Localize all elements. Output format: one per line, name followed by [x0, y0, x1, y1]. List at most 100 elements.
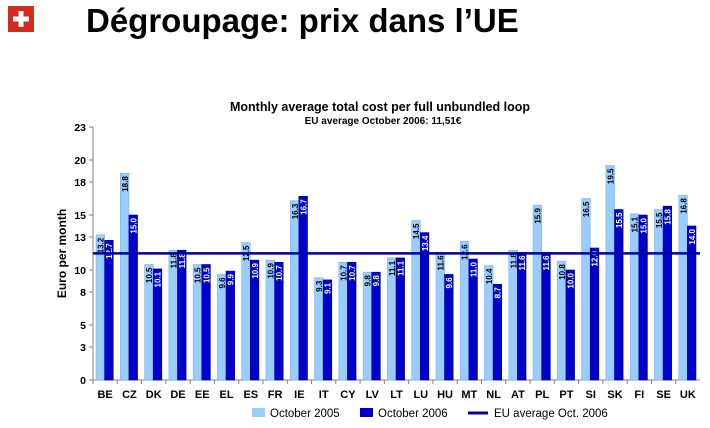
- x-tick-label: CY: [340, 389, 356, 401]
- bar-oct2006: [638, 214, 648, 381]
- data-label: 12.0: [591, 250, 600, 266]
- bar-oct2006: [517, 252, 527, 381]
- bar-oct2005: [605, 165, 615, 381]
- x-tick-label: LV: [366, 389, 380, 401]
- data-label: 10.8: [558, 264, 567, 280]
- x-tick-label: LU: [413, 389, 428, 401]
- data-label: 10.7: [348, 265, 357, 281]
- data-label: 16.5: [582, 201, 591, 217]
- y-tick-label: 10: [74, 265, 86, 277]
- x-tick-label: FI: [634, 389, 644, 401]
- data-label: 9.3: [315, 280, 324, 292]
- data-label: 12.7: [105, 243, 114, 259]
- bar-oct2006: [225, 270, 235, 381]
- swiss-flag-logo: [8, 6, 34, 32]
- data-label: 10.1: [154, 271, 163, 287]
- data-label: 10.9: [267, 263, 276, 279]
- bar-oct2005: [120, 172, 130, 381]
- bar-oct2005: [314, 277, 324, 381]
- x-tick-label: CZ: [122, 389, 137, 401]
- x-tick-label: EE: [195, 389, 210, 401]
- data-label: 16.8: [679, 198, 688, 214]
- data-label: 9.1: [324, 282, 333, 294]
- x-tick-label: UK: [680, 389, 696, 401]
- y-tick-label: 15: [74, 210, 86, 222]
- x-tick-label: PT: [559, 389, 573, 401]
- bar-oct2006: [687, 225, 697, 381]
- x-tick-label: AT: [511, 389, 525, 401]
- bar-oct2005: [508, 249, 518, 381]
- x-tick-label: SE: [656, 389, 671, 401]
- bar-oct2006: [419, 232, 430, 381]
- x-tick-label: IE: [294, 389, 304, 401]
- bar-oct2006: [541, 252, 551, 381]
- bar-oct2006: [371, 271, 381, 381]
- bar-oct2006: [444, 274, 454, 381]
- bar-oct2006: [662, 205, 672, 381]
- data-label: 16.3: [291, 203, 300, 219]
- bar-oct2006: [322, 279, 333, 381]
- y-tick-label: 3: [80, 342, 86, 354]
- data-label: 15.0: [129, 217, 138, 233]
- y-tick-label: 13: [74, 232, 86, 244]
- legend-label-oct2006: October 2006: [378, 408, 448, 420]
- bar-oct2006: [177, 249, 187, 381]
- y-tick-label: 0: [80, 375, 86, 387]
- y-tick-label: 5: [80, 320, 86, 332]
- data-label: 19.5: [606, 168, 615, 184]
- bar-oct2006: [152, 268, 163, 381]
- bar-oct2005: [629, 213, 640, 381]
- data-label: 12.6: [461, 244, 470, 260]
- x-tick-label: SK: [607, 389, 622, 401]
- data-label: 9.6: [218, 277, 227, 289]
- bar-oct2005: [168, 249, 178, 381]
- data-label: 13.2: [97, 237, 106, 253]
- bar-oct2005: [678, 194, 688, 381]
- y-tick-label: 23: [74, 122, 86, 134]
- bar-oct2005: [362, 271, 373, 381]
- legend-swatch-oct2005: [252, 408, 265, 417]
- x-tick-label: HU: [437, 389, 453, 401]
- x-tick-label: DE: [170, 389, 185, 401]
- bar-oct2006: [614, 209, 624, 381]
- data-label: 15.1: [631, 216, 640, 232]
- y-tick-label: 20: [74, 155, 86, 167]
- data-label: 11.1: [397, 260, 406, 276]
- data-label: 10.7: [339, 265, 348, 281]
- data-label: 8.7: [494, 287, 503, 299]
- x-tick-label: PL: [535, 389, 549, 401]
- bar-oct2006: [250, 259, 260, 381]
- data-label: 9.8: [372, 275, 381, 287]
- x-tick-label: MT: [461, 389, 477, 401]
- data-label: 11.8: [509, 253, 518, 269]
- data-label: 14.5: [412, 223, 421, 239]
- y-tick-label: 8: [80, 287, 86, 299]
- bar-oct2005: [459, 241, 470, 381]
- data-label: 10.5: [145, 267, 154, 283]
- legend-label-eu-average: EU average Oct. 2006: [494, 408, 608, 420]
- bar-oct2006: [104, 240, 114, 381]
- data-label: 10.5: [202, 267, 211, 283]
- data-label: 15.8: [664, 209, 673, 225]
- data-label: 15.0: [639, 217, 648, 233]
- y-axis-label: Euro per month: [55, 209, 69, 298]
- data-label: 15.5: [655, 212, 664, 228]
- data-label: 11.8: [169, 253, 178, 269]
- x-tick-label: FR: [268, 389, 283, 401]
- bar-oct2005: [435, 252, 445, 381]
- data-label: 10.5: [194, 267, 203, 283]
- data-label: 15.5: [615, 212, 624, 228]
- bar-oct2005: [289, 200, 300, 381]
- bar-oct2006: [468, 258, 478, 381]
- bar-oct2005: [217, 274, 227, 381]
- bar-oct2006: [201, 264, 211, 381]
- data-label: 16.7: [299, 199, 308, 215]
- data-label: 11.0: [469, 261, 478, 277]
- legend-label-oct2005: October 2005: [270, 408, 340, 420]
- x-tick-label: IT: [319, 389, 329, 401]
- bar-oct2006: [565, 269, 575, 381]
- data-label: 10.0: [566, 272, 575, 288]
- data-label: 10.7: [275, 265, 284, 281]
- data-label: 9.8: [364, 275, 373, 287]
